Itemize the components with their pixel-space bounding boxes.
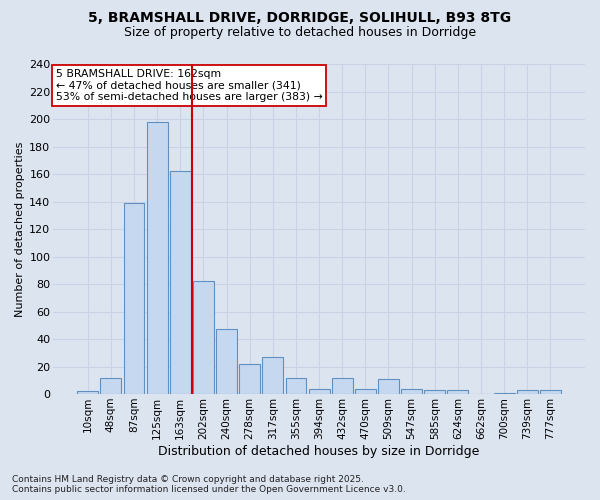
X-axis label: Distribution of detached houses by size in Dorridge: Distribution of detached houses by size … — [158, 444, 480, 458]
Bar — [494, 392, 515, 394]
Bar — [286, 378, 307, 394]
Bar — [540, 390, 561, 394]
Bar — [77, 392, 98, 394]
Bar — [332, 378, 353, 394]
Bar — [170, 172, 191, 394]
Bar — [193, 282, 214, 394]
Bar — [401, 388, 422, 394]
Bar — [147, 122, 167, 394]
Text: 5 BRAMSHALL DRIVE: 162sqm
← 47% of detached houses are smaller (341)
53% of semi: 5 BRAMSHALL DRIVE: 162sqm ← 47% of detac… — [56, 69, 323, 102]
Text: Size of property relative to detached houses in Dorridge: Size of property relative to detached ho… — [124, 26, 476, 39]
Y-axis label: Number of detached properties: Number of detached properties — [15, 142, 25, 316]
Bar — [424, 390, 445, 394]
Text: Contains HM Land Registry data © Crown copyright and database right 2025.
Contai: Contains HM Land Registry data © Crown c… — [12, 474, 406, 494]
Bar — [262, 357, 283, 394]
Bar — [124, 203, 145, 394]
Text: 5, BRAMSHALL DRIVE, DORRIDGE, SOLIHULL, B93 8TG: 5, BRAMSHALL DRIVE, DORRIDGE, SOLIHULL, … — [88, 11, 512, 25]
Bar — [100, 378, 121, 394]
Bar — [448, 390, 468, 394]
Bar — [355, 388, 376, 394]
Bar — [378, 379, 399, 394]
Bar — [517, 390, 538, 394]
Bar — [239, 364, 260, 394]
Bar — [216, 330, 237, 394]
Bar — [308, 388, 329, 394]
